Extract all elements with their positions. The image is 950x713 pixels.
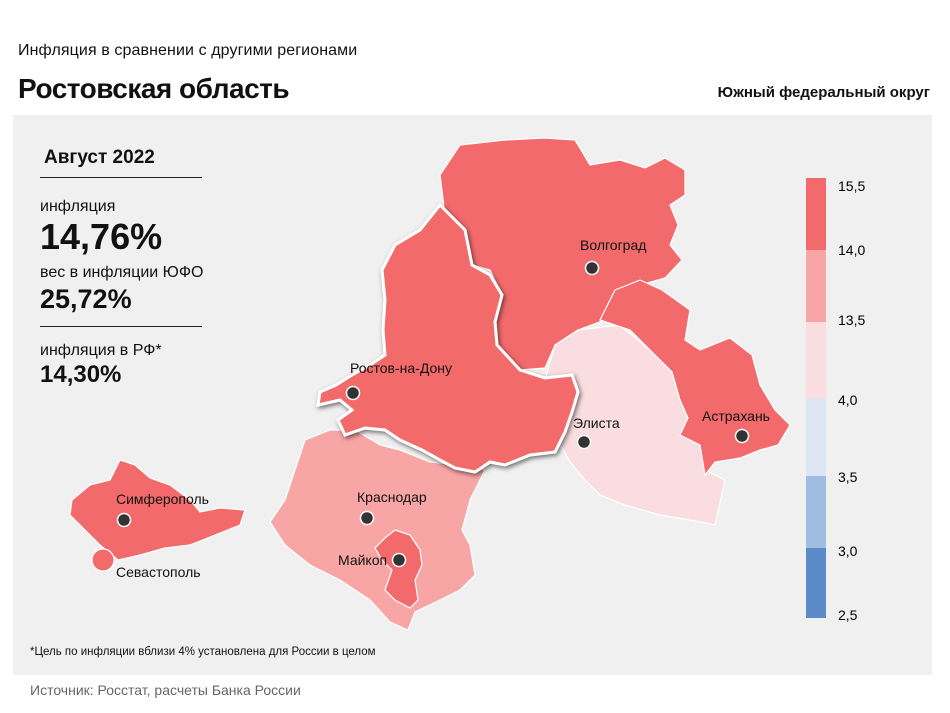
legend-swatch — [806, 322, 826, 398]
rf-inflation-value: 14,30% — [40, 361, 122, 388]
footnote: *Цель по инфляции вблизи 4% установлена … — [30, 646, 376, 658]
inflation-value: 14,76% — [40, 216, 163, 257]
page-title: Ростовская область — [18, 73, 290, 104]
city-label-astrakhan: Астрахань — [702, 408, 770, 424]
city-label-simferopol: Симферополь — [116, 491, 209, 507]
city-label-volgograd: Волгоград — [580, 237, 646, 253]
legend-tick: 3,5 — [838, 469, 858, 485]
legend-tick: 2,5 — [838, 607, 858, 623]
region-rostov[interactable] — [316, 202, 580, 474]
stats-block: Август 2022 инфляция 14,76% вес в инфляц… — [40, 145, 205, 390]
legend-swatch — [806, 250, 826, 322]
legend-tick: 13,5 — [838, 312, 865, 328]
city-label-elista: Элиста — [573, 415, 620, 431]
city-marker-rostov[interactable] — [345, 385, 361, 401]
legend-tick: 4,0 — [838, 392, 858, 408]
weight-value: 25,72% — [40, 284, 132, 314]
color-legend: 15,5 14,0 13,5 4,0 3,5 3,0 2,5 — [806, 178, 865, 623]
city-marker-maykop[interactable] — [391, 552, 407, 568]
source-note: Источник: Росстат, расчеты Банка России — [30, 682, 301, 698]
legend-tick: 3,0 — [838, 543, 858, 559]
chart-subtitle: Инфляция в сравнении с другими регионами — [18, 42, 358, 59]
city-label-sevastopol: Севастополь — [116, 564, 201, 580]
city-label-maykop: Майкоп — [338, 552, 387, 568]
city-marker-volgograd[interactable] — [584, 260, 600, 276]
weight-label: вес в инфляции ЮФО — [40, 264, 204, 281]
city-marker-elista[interactable] — [576, 434, 592, 450]
legend-swatch — [806, 398, 826, 476]
rf-inflation-label: инфляция в РФ* — [40, 342, 162, 359]
period-label: Август 2022 — [44, 147, 155, 168]
region-krasnodar[interactable] — [269, 429, 486, 631]
city-label-krasnodar: Краснодар — [357, 489, 427, 505]
city-marker-astrakhan[interactable] — [734, 428, 750, 444]
divider — [40, 326, 202, 327]
city-label-rostov: Ростов-на-Дону — [350, 360, 452, 376]
inflation-label: инфляция — [40, 198, 116, 215]
region-astrakhan[interactable] — [599, 279, 791, 477]
region-crimea[interactable] — [69, 459, 246, 561]
region-sevastopol[interactable] — [91, 548, 115, 572]
legend-tick: 14,0 — [838, 242, 865, 258]
region-adygea[interactable] — [374, 529, 423, 609]
legend-swatch — [806, 548, 826, 618]
city-markers — [116, 260, 750, 568]
city-marker-krasnodar[interactable] — [359, 510, 375, 526]
legend-swatch — [806, 178, 826, 250]
legend-tick: 15,5 — [838, 178, 865, 194]
legend-swatch — [806, 476, 826, 548]
district-label: Южный федеральный округ — [717, 84, 930, 101]
city-labels: Волгоград Ростов-на-Дону Элиста Астрахан… — [116, 237, 770, 580]
city-marker-simferopol[interactable] — [116, 512, 132, 528]
divider — [40, 177, 202, 178]
